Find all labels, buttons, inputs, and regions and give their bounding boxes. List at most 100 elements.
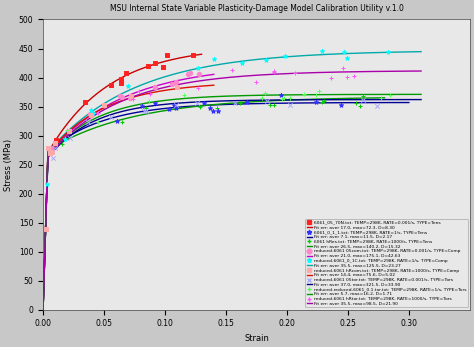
Point	[190, 52, 197, 58]
Point	[151, 84, 159, 90]
Point	[170, 102, 177, 108]
Point	[263, 57, 270, 62]
Point	[193, 100, 201, 106]
Point	[118, 119, 126, 125]
Point	[65, 128, 73, 134]
Point	[144, 63, 152, 69]
Point	[213, 105, 221, 111]
Point	[359, 93, 366, 99]
Point	[116, 93, 124, 99]
Point	[113, 118, 120, 124]
Point	[52, 145, 59, 150]
Point	[146, 98, 153, 104]
Point	[140, 108, 147, 114]
Point	[84, 119, 92, 125]
Point	[238, 60, 246, 66]
Point	[87, 108, 95, 113]
Point	[46, 150, 54, 155]
Point	[352, 100, 360, 105]
Point	[270, 69, 278, 75]
Point	[87, 113, 94, 118]
Point	[243, 100, 251, 105]
Point	[123, 70, 130, 76]
Title: MSU Internal State Variable Plasticity-Damage Model Calibration Utility v.1.0: MSU Internal State Variable Plasticity-D…	[109, 4, 403, 13]
Point	[163, 52, 171, 58]
Point	[286, 95, 294, 101]
Point	[173, 85, 181, 90]
Point	[43, 181, 51, 187]
Point	[129, 97, 137, 102]
Point	[127, 95, 134, 101]
Point	[82, 99, 89, 105]
Point	[58, 141, 65, 146]
Point	[281, 95, 288, 101]
Point	[172, 79, 180, 85]
Point	[359, 97, 367, 102]
Point	[94, 110, 101, 115]
Point	[52, 137, 60, 143]
Point	[277, 93, 285, 98]
Point	[52, 140, 59, 146]
Point	[61, 136, 68, 142]
Point	[270, 102, 278, 108]
Point	[142, 105, 150, 111]
Point	[350, 74, 357, 79]
Point	[48, 150, 55, 155]
Point	[127, 93, 134, 99]
Point	[214, 108, 222, 114]
Point	[343, 55, 351, 61]
Point	[51, 141, 58, 146]
Point	[312, 99, 320, 105]
Point	[94, 119, 102, 125]
Y-axis label: Stress (MPa): Stress (MPa)	[4, 138, 13, 191]
Point	[253, 79, 260, 85]
Point	[168, 81, 176, 87]
Point	[142, 108, 149, 114]
Point	[374, 103, 381, 109]
Point	[89, 110, 97, 116]
Point	[186, 70, 194, 76]
Point	[378, 95, 385, 101]
Point	[66, 135, 74, 141]
Point	[159, 64, 167, 70]
Point	[343, 74, 350, 80]
Point	[315, 88, 323, 94]
Point	[49, 155, 57, 161]
Point	[210, 108, 217, 114]
Point	[282, 53, 289, 59]
Point	[86, 111, 93, 117]
Point	[328, 75, 335, 81]
Point	[341, 49, 348, 54]
Point	[286, 102, 294, 108]
X-axis label: Strain: Strain	[244, 334, 269, 343]
Point	[117, 81, 125, 86]
Point	[261, 90, 269, 96]
Point	[210, 57, 217, 62]
Point	[337, 102, 345, 107]
Point	[231, 101, 238, 106]
Point	[107, 114, 114, 119]
Legend: 6061_05_70N.txt: TEMP=298K, RATE=0.001/s, TYPE=Tens, Fit err: aver 17.0, max=72.: 6061_05_70N.txt: TEMP=298K, RATE=0.001/s…	[305, 219, 468, 307]
Point	[228, 67, 236, 73]
Point	[356, 103, 364, 109]
Point	[47, 145, 55, 151]
Point	[125, 83, 132, 88]
Point	[146, 91, 154, 97]
Point	[301, 91, 308, 97]
Point	[152, 101, 159, 106]
Point	[206, 105, 213, 110]
Point	[194, 65, 201, 71]
Point	[271, 68, 278, 74]
Point	[266, 103, 273, 108]
Point	[386, 92, 394, 98]
Point	[263, 98, 271, 104]
Point	[318, 99, 326, 105]
Point	[151, 60, 158, 66]
Point	[165, 107, 173, 112]
Point	[194, 85, 202, 91]
Point	[278, 96, 286, 101]
Point	[180, 92, 188, 98]
Point	[138, 104, 146, 109]
Point	[184, 71, 192, 77]
Point	[319, 48, 326, 54]
